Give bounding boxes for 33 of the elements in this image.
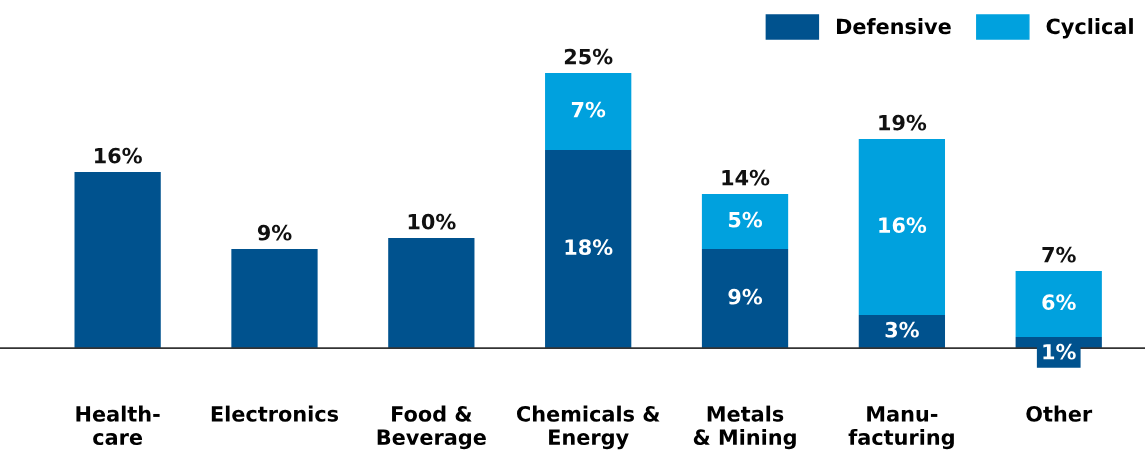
total-label: 9% — [257, 224, 292, 241]
total-label: 14% — [722, 169, 770, 186]
bar — [701, 193, 789, 250]
x-tick-label: Electronics — [211, 405, 339, 422]
total-label: 16% — [95, 147, 142, 164]
bar — [1015, 271, 1102, 338]
data-label: 18% — [565, 239, 613, 256]
legend-label: Cyclical — [1046, 18, 1133, 39]
legend-label: Defensive — [836, 18, 951, 35]
total-label: 10% — [408, 213, 456, 230]
bar — [74, 171, 161, 349]
data-label: 16% — [879, 217, 927, 234]
total-label: 19% — [879, 114, 927, 131]
x-tick-label: Health- care — [76, 405, 160, 446]
total-label: 25% — [564, 48, 613, 65]
data-label: 3% — [885, 321, 919, 338]
bar — [545, 72, 632, 150]
bar — [701, 249, 789, 349]
x-tick-label: Other — [1026, 405, 1093, 422]
bar — [545, 149, 632, 349]
data-label: 9% — [728, 288, 763, 305]
x-tick-label: Chemicals & Energy — [516, 405, 660, 450]
x-tick-label: Food & Beverage — [377, 405, 486, 450]
bar — [231, 249, 318, 349]
x-tick-label: Metals & Mining — [693, 405, 796, 450]
total-label: 7% — [1042, 246, 1076, 263]
data-label: 1% — [1043, 343, 1076, 360]
x-tick-label: Manu- facturing — [848, 406, 954, 450]
data-label: 7% — [571, 101, 606, 118]
data-label: 6% — [1042, 294, 1076, 311]
data-label: 5% — [728, 211, 763, 228]
bar — [388, 238, 475, 349]
bar — [858, 138, 946, 316]
